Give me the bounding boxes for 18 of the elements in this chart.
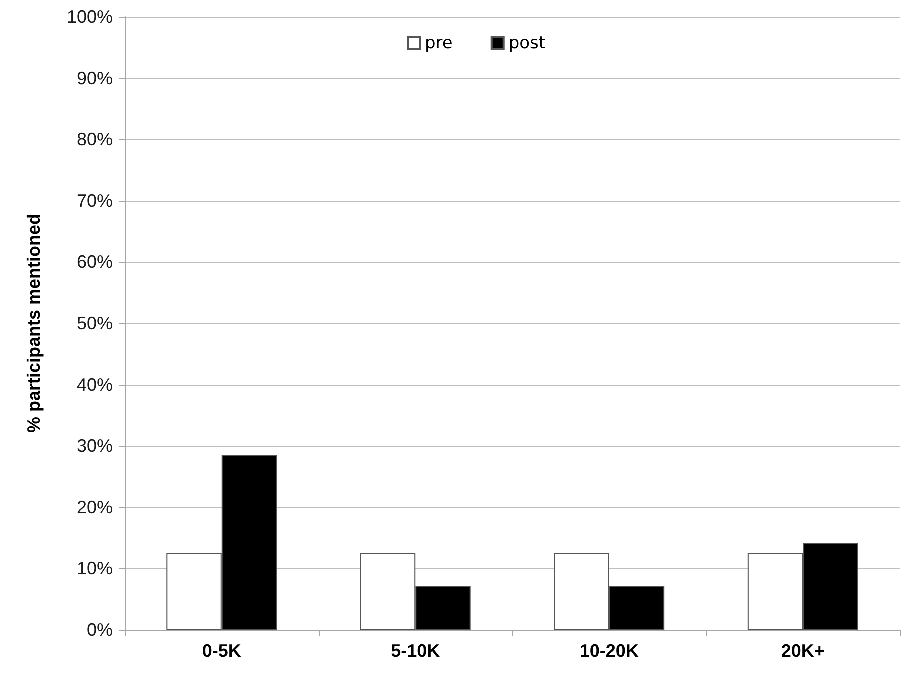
y-tick-label: 10% bbox=[76, 558, 113, 579]
y-tick-label: 30% bbox=[76, 436, 113, 456]
legend-label: post bbox=[508, 34, 546, 54]
x-tick-label: 5-10K bbox=[391, 641, 440, 661]
y-tick-label: 20% bbox=[76, 497, 113, 518]
x-tick-label: 20K+ bbox=[781, 641, 825, 661]
y-tick-label: 50% bbox=[76, 314, 113, 334]
y-tick-label: 90% bbox=[76, 68, 113, 88]
x-tick-label: 10-20K bbox=[580, 641, 639, 661]
legend-label: pre bbox=[425, 34, 453, 54]
x-tick-label: 0-5K bbox=[202, 641, 242, 661]
y-tick-label: 70% bbox=[76, 190, 113, 211]
y-tick-label: 0% bbox=[86, 620, 113, 640]
y-tick-label: 40% bbox=[76, 374, 113, 395]
y-tick-label: 60% bbox=[76, 252, 113, 272]
y-tick-label: 100% bbox=[66, 7, 113, 27]
y-tick-label: 80% bbox=[76, 130, 113, 150]
y-axis-title: % participants mentioned bbox=[24, 214, 44, 434]
